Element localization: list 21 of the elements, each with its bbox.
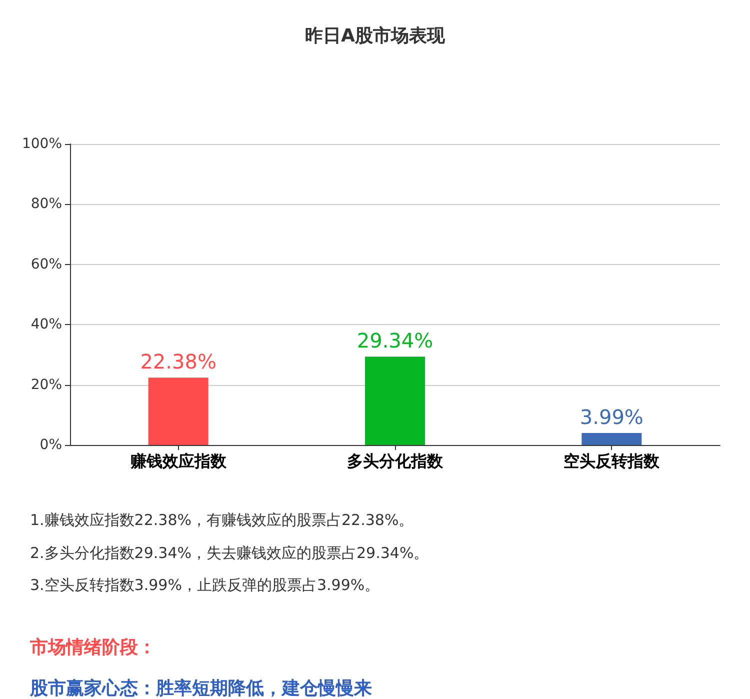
x-tick-label: 多头分化指数 [347, 452, 444, 470]
y-tick-label: 100% [22, 136, 62, 152]
y-tick-label: 60% [30, 256, 62, 272]
bar [148, 378, 208, 445]
data-label: 22.38% [140, 350, 216, 374]
y-tick-label: 80% [30, 196, 62, 212]
y-tick-label: 0% [40, 437, 62, 453]
chart-title: 昨日A股市场表现 [305, 26, 446, 46]
text: 3.空头反转指数3.99%，止跌反弹的股票占3.99%。 [30, 576, 380, 595]
bar [365, 356, 425, 445]
text: 股市赢家心态：胜率短期降低，建仓慢慢来 [30, 677, 372, 699]
text: 1.赚钱效应指数22.38%，有赚钱效应的股票占22.38%。 [30, 511, 414, 530]
text: 2.多头分化指数29.34%，失去赚钱效应的股票占29.34%。 [30, 544, 429, 563]
x-tick-label: 赚钱效应指数 [129, 452, 228, 470]
x-tick-label: 空头反转指数 [564, 452, 661, 470]
bar [582, 432, 642, 445]
y-tick-label: 40% [30, 316, 62, 333]
data-label: 3.99% [580, 404, 644, 429]
text: 市场情绪阶段： [30, 636, 156, 659]
data-label: 29.34% [356, 328, 434, 353]
y-tick-label: 20% [30, 376, 62, 393]
